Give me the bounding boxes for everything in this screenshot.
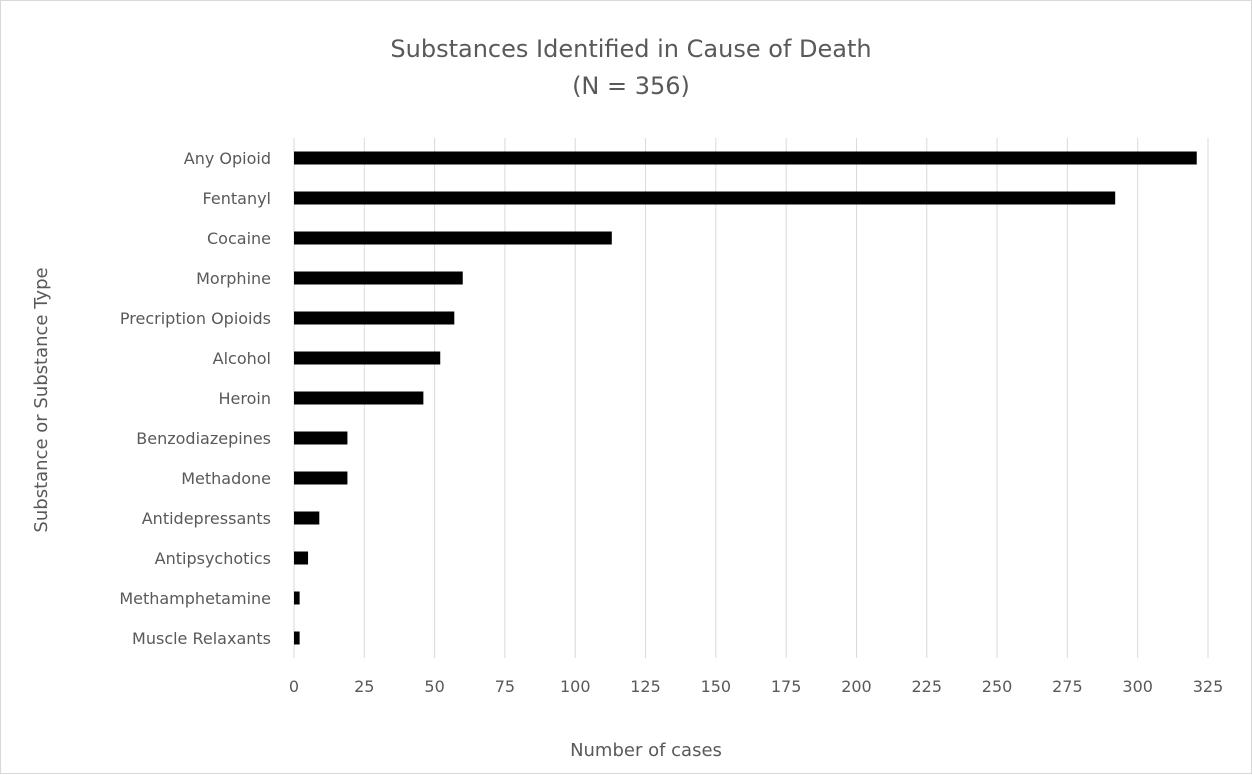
category-label: Alcohol <box>213 349 271 368</box>
category-labels: Any Opioid Fentanyl Cocaine Morphine Precrip… <box>119 149 271 648</box>
category-label: Methamphetamine <box>119 589 271 608</box>
category-label: Heroin <box>219 389 271 408</box>
category-label: Fentanyl <box>203 189 271 208</box>
y-axis-title: Substance or Substance Type <box>31 267 52 532</box>
category-label: Methadone <box>181 469 271 488</box>
gridlines <box>293 138 1209 658</box>
bar <box>294 151 1197 165</box>
chart-subtitle: (N = 356) <box>572 72 690 100</box>
category-label: Muscle Relaxants <box>132 629 271 648</box>
chart-title: Substances Identified in Cause of Death <box>390 35 871 63</box>
category-label: Antipsychotics <box>155 549 271 568</box>
x-tick-label: 300 <box>1122 677 1153 696</box>
category-label: Any Opioid <box>184 149 271 168</box>
x-tick-label: 150 <box>701 677 732 696</box>
bar <box>294 591 300 605</box>
x-tick-label: 325 <box>1193 677 1224 696</box>
bars <box>294 151 1197 645</box>
x-tick-label: 200 <box>841 677 872 696</box>
bar <box>294 351 441 365</box>
x-tick-label: 50 <box>424 677 444 696</box>
x-tick-label: 225 <box>911 677 942 696</box>
bar <box>294 511 320 525</box>
category-label: Antidepressants <box>142 509 271 528</box>
x-tick-label: 0 <box>289 677 299 696</box>
category-label: Cocaine <box>207 229 271 248</box>
x-tick-labels: 0 25 50 75 100 125 150 175 200 225 250 275 300 325 <box>289 677 1223 696</box>
x-tick-label: 25 <box>354 677 374 696</box>
x-tick-label: 125 <box>630 677 661 696</box>
category-label: Morphine <box>196 269 271 288</box>
bar <box>294 311 455 325</box>
x-axis-title: Number of cases <box>570 740 722 761</box>
bar <box>294 631 300 645</box>
bar <box>294 431 348 445</box>
bar <box>294 391 424 405</box>
bar <box>294 271 463 285</box>
x-tick-label: 275 <box>1052 677 1083 696</box>
bar <box>294 551 309 565</box>
bar <box>294 471 348 485</box>
category-label: Precription Opioids <box>120 309 271 328</box>
category-label: Benzodiazepines <box>136 429 271 448</box>
x-tick-label: 100 <box>560 677 591 696</box>
x-tick-label: 250 <box>982 677 1013 696</box>
bar <box>294 231 612 245</box>
bar <box>294 191 1116 205</box>
x-tick-label: 175 <box>771 677 802 696</box>
x-tick-label: 75 <box>495 677 515 696</box>
